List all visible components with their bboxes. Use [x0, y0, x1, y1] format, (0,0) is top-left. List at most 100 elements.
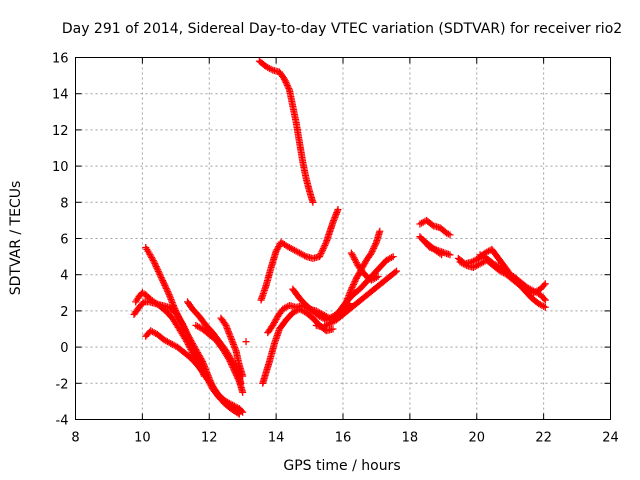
- data-point: [273, 246, 281, 254]
- data-point: [540, 295, 548, 303]
- data-point: [187, 339, 195, 347]
- data-point: [370, 244, 378, 252]
- data-point: [177, 319, 185, 327]
- data-point: [267, 65, 275, 73]
- data-point: [145, 249, 153, 257]
- data-point: [189, 344, 197, 352]
- data-point: [164, 288, 172, 296]
- data-point: [146, 250, 154, 258]
- data-point: [242, 338, 250, 346]
- data-point: [235, 410, 243, 418]
- data-point: [172, 308, 180, 316]
- series-arc-7: [217, 314, 247, 380]
- data-point: [367, 249, 375, 257]
- series-arc-8: [242, 57, 317, 346]
- data-point: [157, 272, 165, 280]
- data-point: [360, 261, 368, 269]
- data-point: [164, 289, 172, 297]
- x-tick-label: 24: [602, 431, 619, 446]
- data-point: [239, 388, 247, 396]
- data-point: [322, 240, 330, 248]
- data-point: [148, 254, 156, 262]
- data-point: [182, 330, 190, 338]
- data-point: [170, 303, 178, 311]
- x-tick-label: 22: [535, 431, 552, 446]
- y-tick-label: 16: [52, 52, 69, 67]
- data-point: [184, 334, 192, 342]
- x-tick-label: 10: [134, 431, 151, 446]
- data-point: [301, 252, 309, 260]
- data-point: [186, 337, 194, 345]
- grid-lines: [75, 57, 611, 420]
- data-point: [275, 243, 283, 251]
- data-point: [183, 331, 191, 339]
- data-point: [347, 249, 355, 257]
- data-point: [369, 246, 377, 254]
- data-point: [376, 227, 384, 235]
- data-point: [272, 247, 280, 255]
- data-point: [234, 409, 242, 417]
- data-point: [387, 254, 395, 262]
- data-point: [361, 259, 369, 267]
- data-point: [446, 231, 454, 239]
- series-arc-18: [419, 236, 446, 259]
- data-point: [152, 263, 160, 271]
- data-point: [372, 273, 380, 281]
- data-point: [368, 247, 376, 255]
- series-arc-10: [259, 305, 337, 387]
- data-point: [161, 281, 169, 289]
- y-tick-label: 12: [52, 124, 69, 139]
- data-point: [318, 248, 326, 256]
- data-point: [283, 81, 291, 89]
- data-point: [229, 364, 237, 372]
- data-point: [389, 253, 397, 261]
- data-point: [225, 356, 233, 364]
- data-point: [541, 280, 549, 288]
- axis-ticks: [75, 57, 611, 420]
- data-point: [349, 252, 357, 260]
- data-point: [154, 266, 162, 274]
- data-point: [154, 267, 162, 275]
- x-tick-label: 18: [402, 431, 419, 446]
- data-point: [175, 314, 183, 322]
- data-point: [173, 309, 181, 317]
- data-point: [232, 370, 240, 378]
- series-arc-15: [347, 249, 382, 284]
- data-point: [172, 306, 180, 314]
- data-point: [428, 221, 436, 229]
- data-point: [541, 296, 549, 304]
- data-point: [235, 376, 243, 384]
- y-tick-label: -4: [56, 414, 69, 429]
- data-point: [155, 269, 163, 277]
- data-point: [163, 286, 171, 294]
- data-point: [231, 368, 239, 376]
- data-point: [179, 322, 187, 330]
- data-point: [181, 327, 189, 335]
- data-point: [540, 281, 548, 289]
- data-point: [221, 320, 229, 328]
- data-point: [157, 274, 165, 282]
- y-tick-label: 10: [52, 160, 69, 175]
- data-point: [152, 261, 160, 269]
- data-point: [151, 260, 159, 268]
- data-point: [347, 285, 355, 293]
- data-point: [234, 374, 242, 382]
- data-point: [178, 320, 186, 328]
- data-point: [352, 258, 360, 266]
- x-axis-label: GPS time / hours: [283, 458, 400, 474]
- x-tick-label: 12: [201, 431, 218, 446]
- data-point: [352, 276, 360, 284]
- data-point: [316, 253, 324, 261]
- data-point: [233, 373, 241, 381]
- data-point: [153, 264, 161, 272]
- data-point: [540, 302, 548, 310]
- data-point: [270, 320, 278, 328]
- data-point: [309, 198, 317, 206]
- data-point: [156, 270, 164, 278]
- data-point: [162, 283, 170, 291]
- series-arc-9: [257, 206, 342, 304]
- data-point: [148, 255, 156, 263]
- data-point: [391, 268, 399, 276]
